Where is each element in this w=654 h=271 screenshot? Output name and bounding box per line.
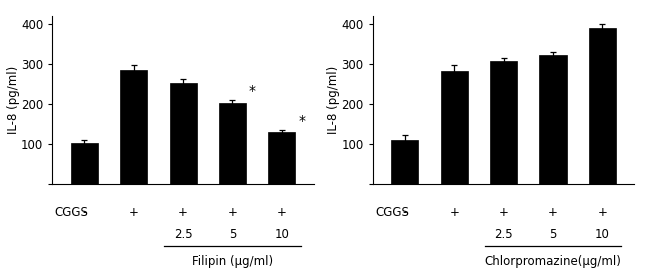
Text: *: * — [298, 114, 305, 128]
Text: 10: 10 — [595, 228, 610, 241]
Bar — [268, 132, 296, 184]
Bar — [169, 83, 197, 184]
Text: Filipin (μg/ml): Filipin (μg/ml) — [192, 255, 273, 268]
Bar — [391, 140, 419, 184]
Bar — [120, 70, 147, 184]
Text: +: + — [449, 206, 459, 219]
Text: CGGS: CGGS — [375, 206, 409, 219]
Text: *: * — [249, 84, 256, 98]
Text: +: + — [498, 206, 509, 219]
Text: 10: 10 — [275, 228, 289, 241]
Bar — [219, 104, 246, 184]
Bar — [441, 71, 468, 184]
Text: +: + — [277, 206, 286, 219]
Text: +: + — [129, 206, 139, 219]
Text: +: + — [178, 206, 188, 219]
Text: 2.5: 2.5 — [174, 228, 192, 241]
Y-axis label: IL-8 (pg/ml): IL-8 (pg/ml) — [327, 66, 340, 134]
Bar — [490, 61, 517, 184]
Y-axis label: IL-8 (pg/ml): IL-8 (pg/ml) — [7, 66, 20, 134]
Text: -: - — [403, 206, 407, 219]
Text: 5: 5 — [229, 228, 236, 241]
Text: CGGS: CGGS — [55, 206, 89, 219]
Text: -: - — [82, 206, 86, 219]
Text: 5: 5 — [549, 228, 557, 241]
Text: +: + — [597, 206, 607, 219]
Text: Chlorpromazine(μg/ml): Chlorpromazine(μg/ml) — [485, 255, 621, 268]
Text: +: + — [228, 206, 237, 219]
Bar — [589, 28, 616, 184]
Bar — [71, 143, 98, 184]
Text: 2.5: 2.5 — [494, 228, 513, 241]
Text: +: + — [548, 206, 558, 219]
Bar — [540, 55, 566, 184]
